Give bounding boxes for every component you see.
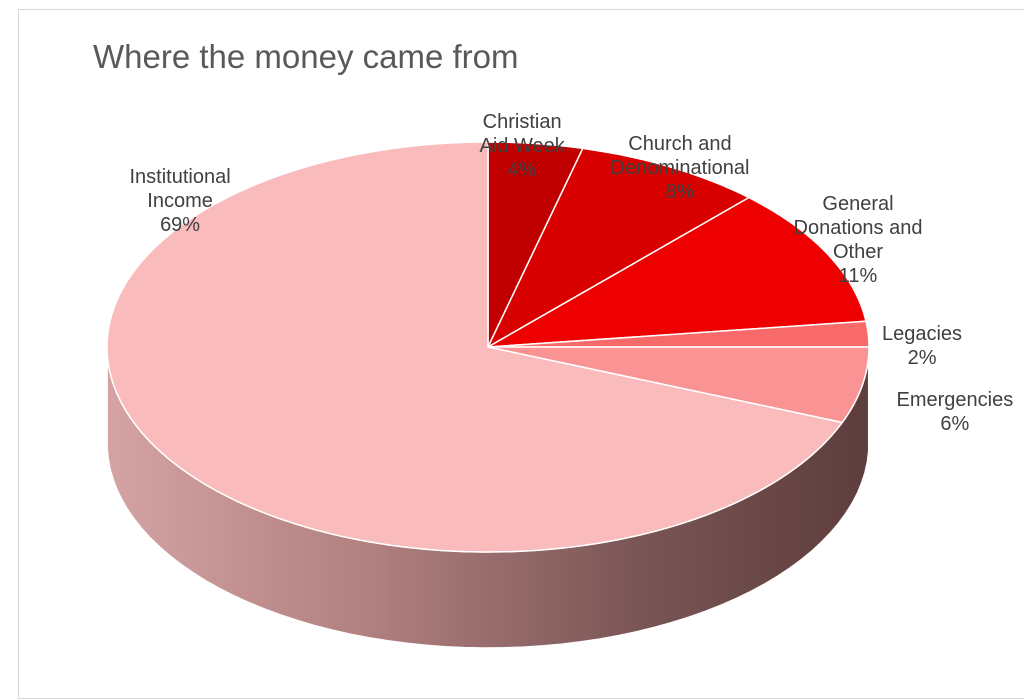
- data-label-name-line: Other: [832, 241, 883, 263]
- data-label-name-line: Christian: [482, 111, 562, 133]
- data-label-general-donations-and-other: General Donations and Other 11%: [794, 192, 923, 288]
- data-label-percent: 6%: [940, 413, 970, 435]
- data-label-name-line: General: [822, 193, 894, 215]
- data-label-name-line: Denominational: [610, 157, 750, 179]
- data-label-percent: 4%: [507, 159, 537, 181]
- data-label-percent: 11%: [838, 265, 878, 287]
- pie-slice-institutional-income: [106, 141, 843, 553]
- pie-slice-general-donations-and-other: [487, 196, 867, 348]
- data-label-church-and-denominational: Church and Denominational 8%: [611, 132, 750, 204]
- data-label-emergencies: Emergencies 6%: [897, 388, 1014, 436]
- pie-slice-church-and-denominational: [487, 147, 750, 348]
- data-label-name-line: Church and: [628, 133, 732, 155]
- data-label-name-line: Emergencies: [896, 389, 1014, 411]
- pie-slice-legacies: [487, 320, 870, 348]
- data-label-percent: 2%: [907, 347, 937, 369]
- pie-slice-emergencies: [487, 346, 870, 424]
- data-label-percent: 69%: [160, 214, 201, 236]
- data-label-percent: 8%: [665, 181, 695, 203]
- data-label-institutional-income: Institutional Income 69%: [130, 165, 231, 237]
- data-label-name-line: Legacies: [882, 323, 963, 345]
- data-label-name-line: Institutional: [129, 166, 231, 188]
- chart-title: Where the money came from: [93, 38, 519, 75]
- data-label-legacies: Legacies 2%: [882, 322, 962, 370]
- data-label-name-line: Donations and: [793, 217, 923, 239]
- data-label-name-line: Income: [147, 190, 213, 212]
- data-label-name-line: Aid Week: [479, 135, 565, 157]
- data-label-christian-aid-week: Christian Aid Week 4%: [480, 110, 565, 182]
